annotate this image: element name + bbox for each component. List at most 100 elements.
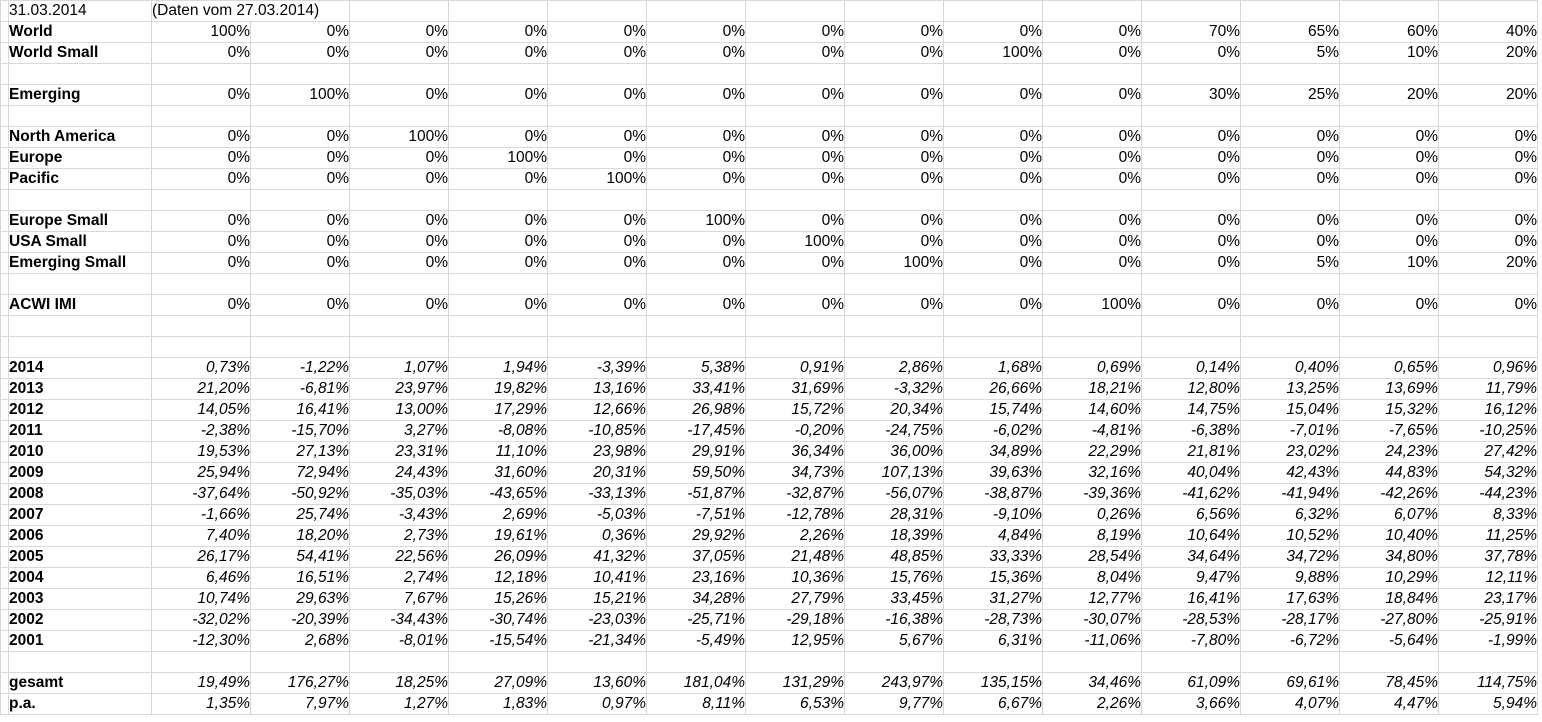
- value-cell[interactable]: 0%: [448, 126, 548, 148]
- value-cell[interactable]: -41,62%: [1141, 483, 1241, 505]
- empty-cell[interactable]: [844, 0, 944, 22]
- empty-cell[interactable]: [1042, 315, 1142, 337]
- empty-cell[interactable]: [1042, 273, 1142, 295]
- value-cell[interactable]: -4,81%: [1042, 420, 1142, 442]
- value-cell[interactable]: 0%: [844, 147, 944, 169]
- row-label[interactable]: USA Small: [8, 231, 152, 253]
- empty-cell[interactable]: [448, 651, 548, 673]
- value-cell[interactable]: 0%: [151, 84, 251, 106]
- empty-cell[interactable]: [250, 189, 350, 211]
- value-cell[interactable]: 26,98%: [646, 399, 746, 421]
- empty-cell[interactable]: [1339, 336, 1439, 358]
- blank-cell[interactable]: [8, 189, 152, 211]
- value-cell[interactable]: 0%: [1339, 231, 1439, 253]
- value-cell[interactable]: 12,66%: [547, 399, 647, 421]
- value-cell[interactable]: -0,20%: [745, 420, 845, 442]
- value-cell[interactable]: 31,60%: [448, 462, 548, 484]
- spacer-cell[interactable]: [0, 63, 9, 85]
- value-cell[interactable]: 0%: [1240, 231, 1340, 253]
- value-cell[interactable]: -24,75%: [844, 420, 944, 442]
- value-cell[interactable]: 0%: [844, 84, 944, 106]
- empty-cell[interactable]: [349, 63, 449, 85]
- empty-cell[interactable]: [1042, 651, 1142, 673]
- value-cell[interactable]: 0%: [844, 42, 944, 64]
- value-cell[interactable]: -30,74%: [448, 609, 548, 631]
- empty-cell[interactable]: [1438, 651, 1538, 673]
- value-cell[interactable]: 34,80%: [1339, 546, 1439, 568]
- value-cell[interactable]: 19,82%: [448, 378, 548, 400]
- value-cell[interactable]: 0,96%: [1438, 357, 1538, 379]
- value-cell[interactable]: 18,39%: [844, 525, 944, 547]
- value-cell[interactable]: 0%: [151, 42, 251, 64]
- value-cell[interactable]: 0%: [646, 168, 746, 190]
- value-cell[interactable]: -11,06%: [1042, 630, 1142, 652]
- value-cell[interactable]: 0%: [151, 231, 251, 253]
- value-cell[interactable]: 29,91%: [646, 441, 746, 463]
- value-cell[interactable]: -29,18%: [745, 609, 845, 631]
- value-cell[interactable]: -1,66%: [151, 504, 251, 526]
- empty-cell[interactable]: [1042, 189, 1142, 211]
- row-label[interactable]: gesamt: [8, 672, 152, 694]
- value-cell[interactable]: 13,60%: [547, 672, 647, 694]
- value-cell[interactable]: 33,45%: [844, 588, 944, 610]
- value-cell[interactable]: 0%: [1042, 210, 1142, 232]
- row-label[interactable]: p.a.: [8, 693, 152, 715]
- value-cell[interactable]: -28,73%: [943, 609, 1043, 631]
- value-cell[interactable]: 41,32%: [547, 546, 647, 568]
- value-cell[interactable]: 6,46%: [151, 567, 251, 589]
- value-cell[interactable]: 0%: [250, 168, 350, 190]
- value-cell[interactable]: 0%: [745, 147, 845, 169]
- value-cell[interactable]: -38,87%: [943, 483, 1043, 505]
- value-cell[interactable]: 23,31%: [349, 441, 449, 463]
- empty-cell[interactable]: [151, 336, 251, 358]
- empty-cell[interactable]: [943, 189, 1043, 211]
- value-cell[interactable]: 23,98%: [547, 441, 647, 463]
- value-cell[interactable]: 135,15%: [943, 672, 1043, 694]
- value-cell[interactable]: 8,04%: [1042, 567, 1142, 589]
- value-cell[interactable]: 0,40%: [1240, 357, 1340, 379]
- empty-cell[interactable]: [448, 0, 548, 22]
- value-cell[interactable]: 34,72%: [1240, 546, 1340, 568]
- value-cell[interactable]: 0,97%: [547, 693, 647, 715]
- empty-cell[interactable]: [1240, 189, 1340, 211]
- empty-cell[interactable]: [547, 0, 647, 22]
- empty-cell[interactable]: [1141, 189, 1241, 211]
- value-cell[interactable]: -28,53%: [1141, 609, 1241, 631]
- value-cell[interactable]: 0%: [1042, 168, 1142, 190]
- spacer-cell[interactable]: [0, 126, 9, 148]
- empty-cell[interactable]: [844, 63, 944, 85]
- value-cell[interactable]: 12,80%: [1141, 378, 1241, 400]
- value-cell[interactable]: 0%: [943, 84, 1043, 106]
- value-cell[interactable]: 0,73%: [151, 357, 251, 379]
- value-cell[interactable]: 19,53%: [151, 441, 251, 463]
- value-cell[interactable]: 10,29%: [1339, 567, 1439, 589]
- spacer-cell[interactable]: [0, 420, 9, 442]
- row-label[interactable]: Pacific: [8, 168, 152, 190]
- value-cell[interactable]: 0%: [250, 231, 350, 253]
- value-cell[interactable]: 5,38%: [646, 357, 746, 379]
- value-cell[interactable]: 5%: [1240, 252, 1340, 274]
- value-cell[interactable]: 19,61%: [448, 525, 548, 547]
- value-cell[interactable]: 30%: [1141, 84, 1241, 106]
- empty-cell[interactable]: [745, 273, 845, 295]
- value-cell[interactable]: 0%: [1141, 42, 1241, 64]
- value-cell[interactable]: 33,41%: [646, 378, 746, 400]
- value-cell[interactable]: -42,26%: [1339, 483, 1439, 505]
- value-cell[interactable]: 0%: [1042, 126, 1142, 148]
- value-cell[interactable]: -43,65%: [448, 483, 548, 505]
- value-cell[interactable]: 16,41%: [1141, 588, 1241, 610]
- value-cell[interactable]: 10%: [1339, 252, 1439, 274]
- row-label[interactable]: Emerging Small: [8, 252, 152, 274]
- empty-cell[interactable]: [547, 273, 647, 295]
- value-cell[interactable]: 0%: [250, 21, 350, 43]
- value-cell[interactable]: 0%: [1438, 294, 1538, 316]
- spacer-cell[interactable]: [0, 588, 9, 610]
- value-cell[interactable]: 36,00%: [844, 441, 944, 463]
- value-cell[interactable]: 0%: [250, 147, 350, 169]
- value-cell[interactable]: 6,53%: [745, 693, 845, 715]
- value-cell[interactable]: 18,20%: [250, 525, 350, 547]
- value-cell[interactable]: 0%: [448, 84, 548, 106]
- empty-cell[interactable]: [844, 189, 944, 211]
- empty-cell[interactable]: [1240, 105, 1340, 127]
- value-cell[interactable]: -3,32%: [844, 378, 944, 400]
